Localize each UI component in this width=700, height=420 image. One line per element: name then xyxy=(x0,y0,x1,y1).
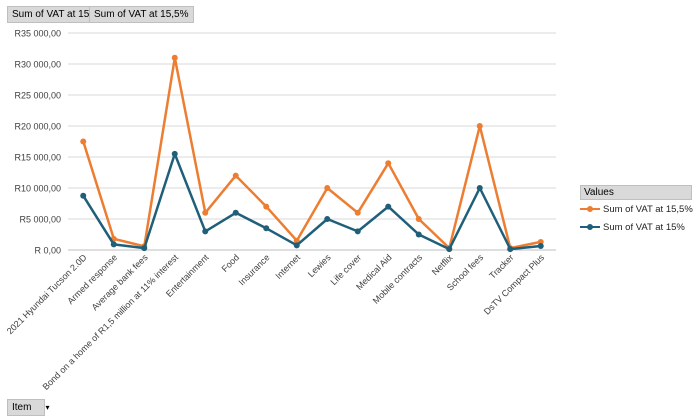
x-tick-label: Internet xyxy=(274,252,303,281)
data-point xyxy=(202,209,209,216)
legend-label: Sum of VAT at 15,5% xyxy=(603,204,693,215)
data-point xyxy=(80,192,87,199)
x-tick-label: Insurance xyxy=(237,252,272,287)
data-point xyxy=(415,216,422,222)
data-point xyxy=(415,231,422,238)
axis-field-label: Item xyxy=(12,402,32,413)
series-line xyxy=(82,56,542,250)
data-point xyxy=(293,242,300,249)
series-line xyxy=(82,152,541,251)
y-tick-label: R20 000,00 xyxy=(14,122,61,132)
y-tick-label: R 0,00 xyxy=(34,246,61,256)
data-point xyxy=(476,123,483,129)
legend-swatch xyxy=(580,204,600,214)
data-point xyxy=(232,172,239,179)
y-tick-label: R25 000,00 xyxy=(14,91,61,101)
data-point xyxy=(141,245,148,252)
data-point xyxy=(324,216,331,222)
y-tick-label: R15 000,00 xyxy=(14,153,61,163)
value-field-button-vat-15-5[interactable]: Sum of VAT at 15,5% xyxy=(89,6,194,23)
x-tick-label: DsTV Compact Plus xyxy=(482,252,547,317)
x-tick-label: Food xyxy=(220,252,242,274)
y-tick-label: R10 000,00 xyxy=(14,184,61,194)
legend-swatch xyxy=(580,222,600,232)
y-tick-label: R35 000,00 xyxy=(14,29,61,39)
x-tick-label: Netflix xyxy=(430,252,455,277)
data-point xyxy=(202,228,209,235)
data-point xyxy=(171,150,178,157)
legend-item-vat-15-5: Sum of VAT at 15,5% xyxy=(580,204,693,215)
y-tick-label: R5 000,00 xyxy=(19,215,61,225)
legend-item-vat-15: Sum of VAT at 15% xyxy=(580,222,685,233)
data-point xyxy=(385,203,392,210)
data-point xyxy=(446,246,453,253)
value-field-label: Sum of VAT at 15,5% xyxy=(94,9,189,20)
data-point xyxy=(476,185,483,191)
data-point xyxy=(110,241,117,248)
legend-field-button[interactable]: Values xyxy=(580,185,692,200)
data-point xyxy=(293,237,300,244)
value-field-label: Sum of VAT at 15% xyxy=(12,9,99,20)
data-point xyxy=(537,242,544,249)
data-point xyxy=(232,209,239,216)
x-tick-label: Tracker xyxy=(487,252,515,280)
data-point xyxy=(324,185,331,191)
data-point xyxy=(507,246,514,253)
y-tick-label: R30 000,00 xyxy=(14,60,61,70)
data-point xyxy=(263,203,270,210)
legend-title: Values xyxy=(584,187,614,198)
data-point xyxy=(171,54,178,61)
x-tick-label: Average bank fees xyxy=(90,252,150,312)
data-point xyxy=(385,160,392,167)
dropdown-arrow-icon[interactable]: ▾ xyxy=(45,403,50,412)
data-point xyxy=(263,225,270,232)
data-point xyxy=(80,138,87,145)
x-tick-label: Lewies xyxy=(306,252,333,279)
data-point xyxy=(354,209,361,216)
axis-field-button[interactable]: Item ▾ xyxy=(7,399,49,416)
data-point xyxy=(354,228,361,235)
legend-label: Sum of VAT at 15% xyxy=(603,222,685,233)
